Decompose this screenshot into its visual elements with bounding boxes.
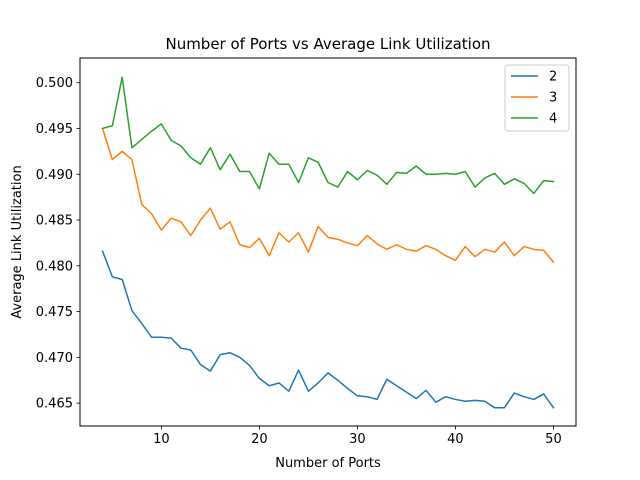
y-tick-label: 0.475 bbox=[36, 305, 73, 320]
y-tick-label: 0.465 bbox=[36, 397, 73, 412]
y-tick-label: 0.485 bbox=[36, 214, 73, 229]
y-tick-label: 0.490 bbox=[36, 168, 73, 183]
y-tick-label: 0.470 bbox=[36, 351, 73, 366]
x-tick-label: 20 bbox=[251, 432, 268, 447]
y-axis: 0.465 0.470 0.475 0.480 0.485 0.490 0.495 0.500 bbox=[36, 76, 80, 412]
chart-title: Number of Ports vs Average Link Utilizat… bbox=[165, 35, 490, 53]
y-axis-label: Average Link Utilization bbox=[10, 165, 25, 318]
x-axis-label: Number of Ports bbox=[275, 456, 381, 471]
x-axis: 10 20 30 40 50 bbox=[153, 426, 562, 447]
x-tick-label: 40 bbox=[447, 432, 464, 447]
legend-box bbox=[504, 64, 570, 132]
x-tick-label: 30 bbox=[349, 432, 366, 447]
y-tick-label: 0.495 bbox=[36, 122, 73, 137]
x-tick-label: 10 bbox=[153, 432, 170, 447]
legend: 2 3 4 bbox=[504, 64, 570, 132]
y-tick-label: 0.480 bbox=[36, 259, 73, 274]
series-line-4 bbox=[101, 76, 555, 195]
legend-label-4: 4 bbox=[549, 112, 557, 127]
legend-label-2: 2 bbox=[549, 70, 557, 85]
series-layer bbox=[101, 76, 555, 409]
series-line-3 bbox=[101, 127, 555, 264]
plot-area-frame bbox=[79, 57, 577, 427]
y-tick-label: 0.500 bbox=[36, 76, 73, 91]
series-line-2 bbox=[101, 250, 555, 409]
x-tick-label: 50 bbox=[545, 432, 562, 447]
legend-label-3: 3 bbox=[549, 91, 557, 106]
